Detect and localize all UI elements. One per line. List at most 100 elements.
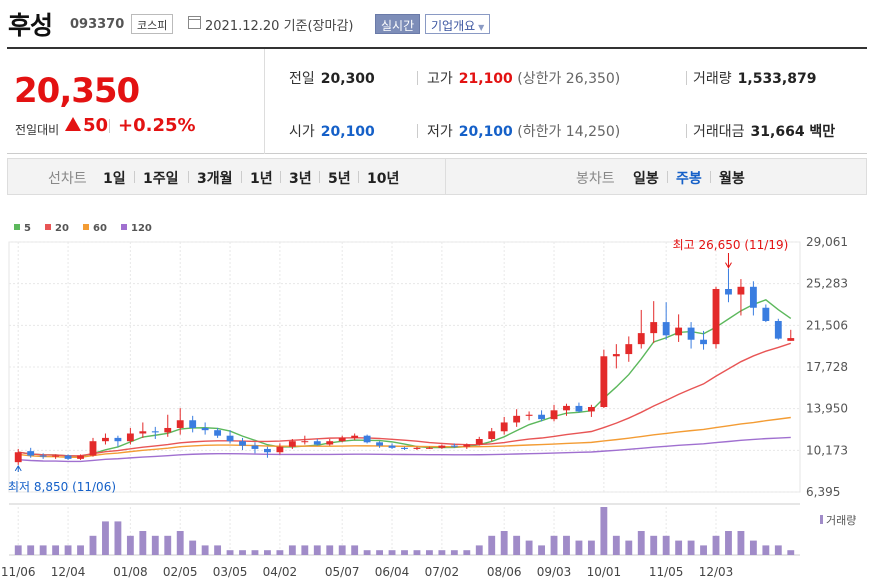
tab-1d[interactable]: 1일 xyxy=(103,171,126,187)
stock-header: 후성 093370 코스피 2021.12.20 기준(장마감) 실시간 기업개… xyxy=(0,0,873,42)
chevron-down-icon: ▼ xyxy=(478,23,485,32)
volume-bar xyxy=(27,545,35,555)
volume-bar xyxy=(351,545,359,555)
volume-bar xyxy=(326,545,334,555)
candle-body xyxy=(126,433,134,442)
candle-body xyxy=(114,437,122,442)
volume-bar xyxy=(126,535,134,555)
low-price: 저가 20,100 (하한가 14,250) xyxy=(427,121,620,141)
divider xyxy=(358,171,359,183)
x-tick-label: 06/04 xyxy=(375,565,410,578)
y-tick-label: 25,283 xyxy=(806,277,848,291)
divider xyxy=(188,171,189,183)
volume-bar xyxy=(650,535,658,555)
volume-value: 1,533,879 xyxy=(737,71,817,87)
tabs-divider xyxy=(445,159,446,194)
candle-body xyxy=(700,339,707,345)
candle-body xyxy=(351,435,359,438)
tab-weekly[interactable]: 주봉 xyxy=(676,171,702,187)
candle-body xyxy=(563,405,570,411)
volume-bar xyxy=(513,535,521,555)
volume-bar xyxy=(438,550,446,555)
current-price: 20,350 xyxy=(14,71,140,111)
volume-bar xyxy=(288,545,296,555)
change-value: 50 xyxy=(83,115,109,136)
tab-1y[interactable]: 1년 xyxy=(250,171,273,187)
legend-swatch xyxy=(83,224,89,230)
divider xyxy=(241,171,242,183)
company-info-dropdown[interactable]: 기업개요 ▼ xyxy=(425,14,491,34)
candle-body xyxy=(463,444,471,447)
volume-bar xyxy=(226,550,234,555)
volume-bar xyxy=(550,535,558,555)
volume-bar xyxy=(313,545,321,555)
tab-monthly[interactable]: 월봉 xyxy=(719,171,745,187)
candle-body xyxy=(450,445,458,447)
candle-body xyxy=(89,441,97,456)
candle-body xyxy=(288,441,296,447)
volume-bar xyxy=(425,550,433,555)
volume-bar xyxy=(525,540,533,555)
amount-value: 31,664 백만 xyxy=(750,124,836,140)
tab-10y[interactable]: 10년 xyxy=(367,171,400,187)
candle-body xyxy=(189,420,197,428)
y-tick-label: 13,950 xyxy=(806,402,848,416)
volume-bar xyxy=(413,550,421,555)
divider xyxy=(667,171,668,183)
tab-5y[interactable]: 5년 xyxy=(328,171,351,187)
volume-bar xyxy=(363,550,371,555)
volume-legend-label: 거래량 xyxy=(826,514,856,527)
volume-bar xyxy=(89,535,97,555)
candle-body xyxy=(550,410,558,420)
realtime-button[interactable]: 실시간 xyxy=(375,14,421,34)
candle-body xyxy=(139,431,147,434)
divider xyxy=(134,171,135,183)
candle-body xyxy=(14,452,22,463)
legend-label: 60 xyxy=(93,223,107,234)
candle-body xyxy=(264,448,271,453)
legend-swatch xyxy=(14,224,20,230)
volume-bar xyxy=(675,540,683,555)
legend-label: 5 xyxy=(24,223,31,234)
tab-3y[interactable]: 3년 xyxy=(289,171,312,187)
volume-bar xyxy=(587,540,595,555)
candle-chart-label: 봉차트 xyxy=(576,171,615,187)
candle-body xyxy=(500,422,508,432)
volume-legend-swatch xyxy=(820,515,823,524)
volume-bar xyxy=(139,531,147,555)
high-label: 고가 xyxy=(427,71,453,87)
chart-tabs: 선차트 1일 1주일 3개월 1년 3년 5년 10년 봉차트 일봉 주봉 월봉 xyxy=(7,158,867,195)
candle-body xyxy=(226,435,234,442)
x-tick-label: 01/08 xyxy=(113,565,148,578)
volume-bar xyxy=(637,531,645,555)
volume-bar xyxy=(176,531,184,555)
candle-body xyxy=(600,356,608,408)
tab-1w[interactable]: 1주일 xyxy=(143,171,179,187)
candle-body xyxy=(326,441,334,445)
line-chart-label: 선차트 xyxy=(48,171,87,187)
candle-body xyxy=(201,427,209,431)
change-percent: +0.25% xyxy=(118,115,196,136)
volume-bar xyxy=(39,545,47,555)
candle-body xyxy=(612,354,620,357)
volume-bar xyxy=(749,540,757,555)
volume-bar xyxy=(338,545,346,555)
legend-swatch xyxy=(121,224,127,230)
ma-60-line xyxy=(18,416,791,459)
low-label: 저가 xyxy=(427,124,453,140)
candle-body xyxy=(27,451,35,456)
tab-daily[interactable]: 일봉 xyxy=(633,171,659,187)
y-tick-label: 17,728 xyxy=(806,360,848,374)
divider xyxy=(417,71,418,85)
stock-name: 후성 xyxy=(8,11,53,40)
candle-body xyxy=(575,405,583,412)
candle-body xyxy=(251,445,259,449)
x-tick-label: 03/05 xyxy=(213,565,248,578)
y-tick-label: 21,506 xyxy=(806,318,848,332)
volume-bar xyxy=(77,545,84,555)
divider xyxy=(686,124,687,138)
x-tick-label: 02/05 xyxy=(163,565,198,578)
price-panel: 20,350 전일대비 50 +0.25% 전일 20,300 고가 21,100 … xyxy=(7,47,867,154)
price-chart: 5 20 60 120 29,061 25,283 21,506 17,728 13,950 10… xyxy=(1,223,856,578)
tab-3m[interactable]: 3개월 xyxy=(197,171,233,187)
